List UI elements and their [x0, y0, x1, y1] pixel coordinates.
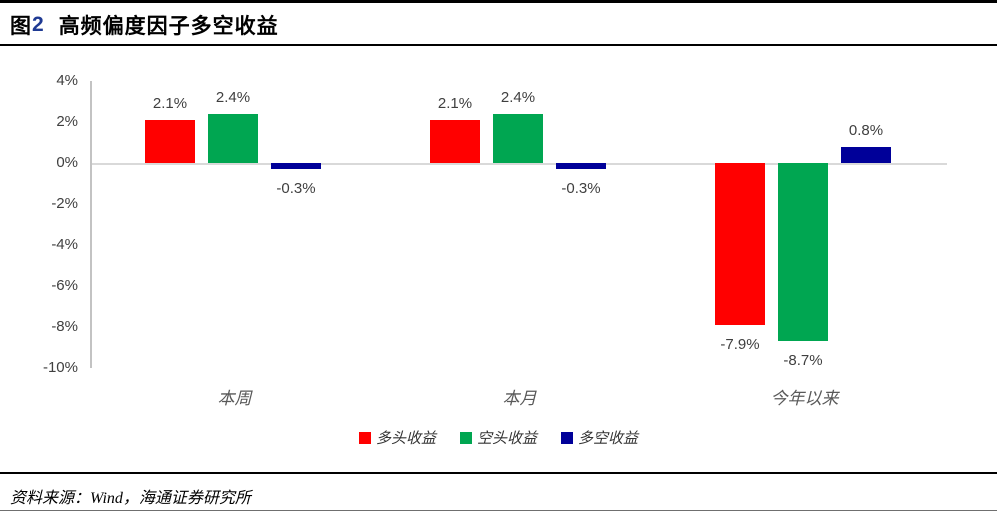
y-tick-label: -2% [51, 195, 78, 212]
legend-label: 多空收益 [578, 431, 639, 447]
legend-swatch-icon [459, 431, 472, 444]
source-label: 资料来源： [10, 490, 91, 507]
footer-divider [0, 472, 997, 474]
bar-多空收益-本月 [556, 163, 606, 169]
title-divider [0, 44, 997, 46]
y-tick-label: 2% [56, 113, 78, 130]
y-tick-label: 0% [56, 154, 78, 171]
category-label: 今年以来 [770, 389, 839, 408]
figure-label-number: 2 [32, 13, 45, 36]
bar-多空收益-今年以来 [841, 147, 891, 163]
data-label: 2.1% [152, 95, 188, 112]
data-label: 0.8% [848, 122, 884, 139]
y-axis-line [90, 81, 92, 368]
data-label: -0.3% [561, 180, 601, 197]
y-tick-label: -4% [51, 236, 78, 253]
category-label: 本月 [502, 389, 537, 408]
y-tick-label: -6% [51, 277, 78, 294]
figure-title-text: 高频偏度因子多空收益 [58, 15, 279, 38]
top-divider [0, 0, 997, 3]
bar-空头收益-今年以来 [778, 163, 828, 341]
figure-label-prefix: 图 [10, 15, 32, 38]
y-tick-label: -8% [51, 318, 78, 335]
legend-label: 多头收益 [375, 431, 436, 447]
legend-item: 多头收益 [358, 427, 436, 448]
legend-item: 多空收益 [561, 427, 638, 448]
y-tick-label: 4% [56, 72, 78, 89]
legend-label: 空头收益 [476, 431, 537, 447]
data-label: 2.4% [215, 89, 251, 106]
bar-多头收益-今年以来 [715, 163, 765, 325]
chart-legend: 多头收益 空头收益 多空收益 [0, 427, 997, 448]
bar-空头收益-本月 [493, 114, 543, 163]
bar-空头收益-本周 [208, 114, 258, 163]
legend-swatch-icon [358, 431, 371, 444]
y-tick-label: -10% [42, 359, 78, 376]
source-text: Wind，海通证券研究所 [90, 490, 251, 507]
bottom-divider [0, 510, 997, 511]
zero-gridline [92, 163, 947, 165]
legend-item: 空头收益 [459, 427, 537, 448]
data-label: -0.3% [276, 180, 316, 197]
data-label: -8.7% [783, 352, 823, 369]
data-label: -7.9% [720, 336, 760, 353]
category-label: 本周 [217, 389, 252, 408]
bar-多头收益-本周 [145, 120, 195, 163]
source-line: 资料来源：Wind，海通证券研究所 [10, 484, 251, 508]
legend-swatch-icon [561, 431, 573, 444]
figure-title: 图 2 高频偏度因子多空收益 [10, 10, 279, 40]
data-label: 2.4% [500, 89, 536, 106]
bar-多头收益-本月 [430, 120, 480, 163]
data-label: 2.1% [437, 95, 473, 112]
bar-多空收益-本周 [271, 163, 321, 169]
